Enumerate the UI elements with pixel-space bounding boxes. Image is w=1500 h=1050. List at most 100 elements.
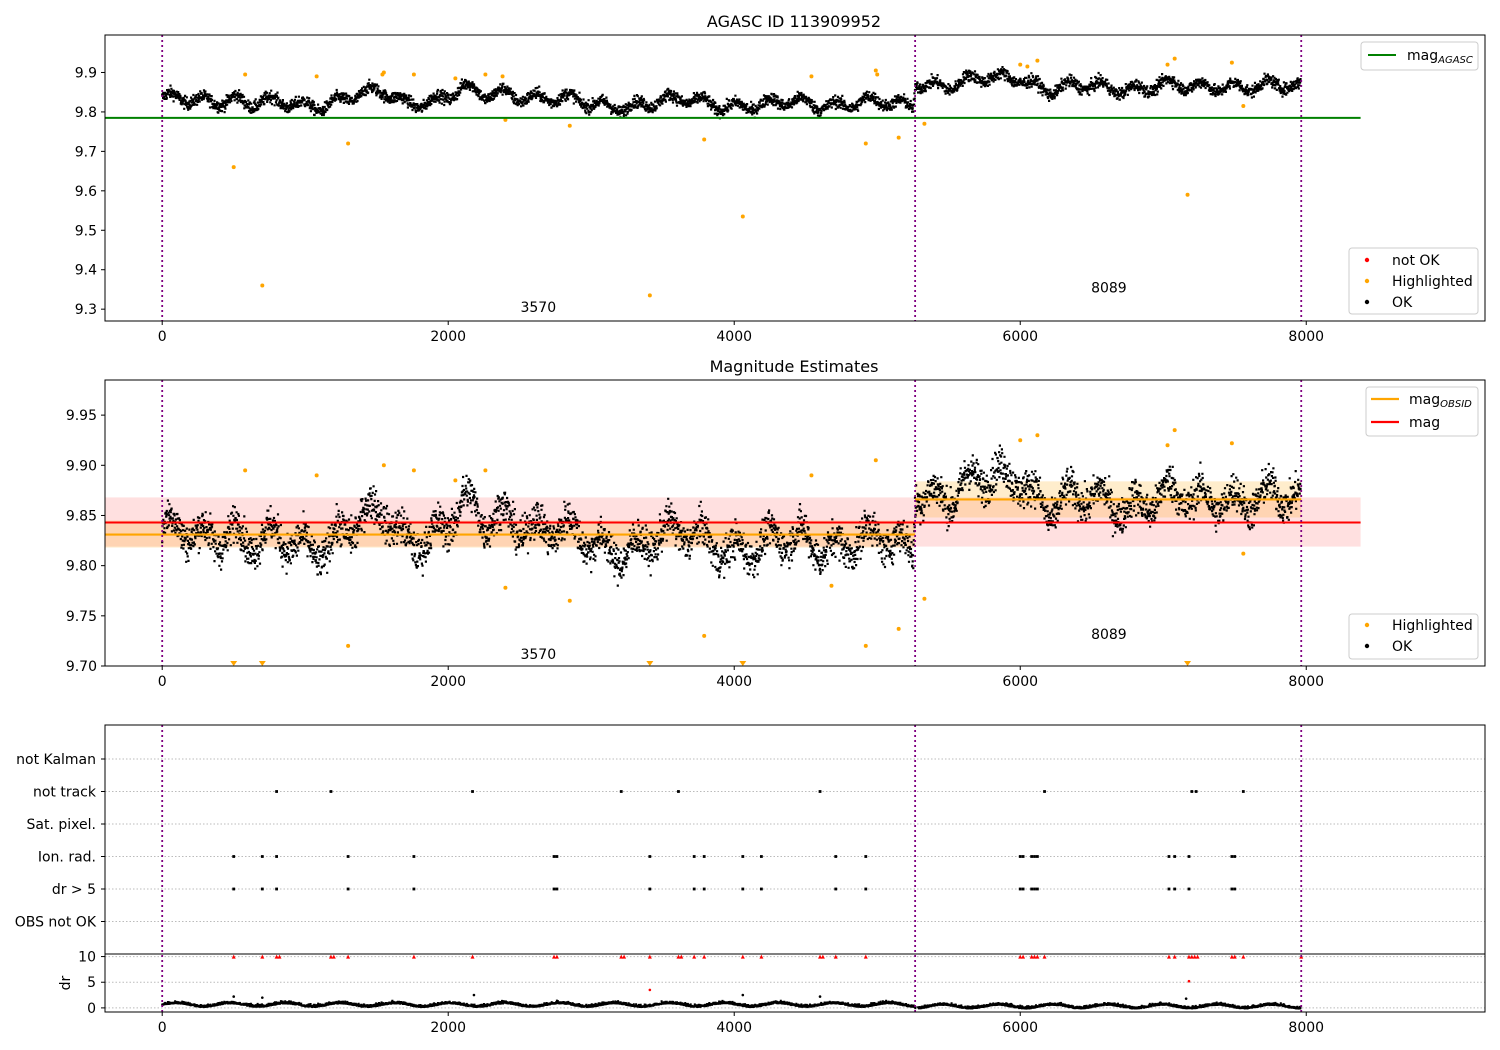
dr-clipped-marker bbox=[554, 954, 559, 959]
highlighted-point bbox=[922, 596, 927, 601]
highlighted-point bbox=[896, 135, 901, 140]
flag-marker bbox=[412, 887, 416, 891]
p1-ytick-label: 9.6 bbox=[75, 184, 97, 200]
dr-clipped-marker bbox=[676, 954, 681, 959]
dr-axis-label: dr bbox=[58, 975, 74, 990]
obsid-label: 8089 bbox=[1091, 627, 1127, 643]
ok-points bbox=[161, 444, 1302, 587]
highlighted-point bbox=[1018, 438, 1023, 443]
flag-marker bbox=[232, 855, 236, 858]
dr-clipped-marker bbox=[679, 954, 684, 959]
flag-marker bbox=[552, 855, 556, 858]
legend-frame bbox=[1348, 247, 1479, 315]
flag-marker bbox=[346, 887, 350, 891]
highlighted-point bbox=[1018, 62, 1023, 67]
highlighted-point bbox=[875, 72, 880, 77]
dr-clipped-marker bbox=[1166, 954, 1171, 959]
flag-marker bbox=[1233, 887, 1237, 891]
dr-clipped-marker bbox=[759, 954, 764, 959]
flag-marker bbox=[1187, 887, 1191, 891]
flag-marker bbox=[1035, 855, 1039, 858]
p3-xtick-label: 4000 bbox=[716, 1020, 752, 1036]
highlighted-point bbox=[567, 123, 572, 128]
highlighted-point bbox=[1165, 62, 1170, 67]
clipped-point-marker bbox=[258, 661, 266, 666]
p2-xtick-label: 0 bbox=[158, 674, 167, 690]
flag-row-label: Ion. rad. bbox=[38, 850, 96, 866]
flag-marker bbox=[1194, 790, 1198, 793]
dr-points bbox=[161, 999, 1302, 1010]
flag-marker bbox=[834, 887, 838, 891]
flag-marker bbox=[677, 790, 680, 793]
dr-clipped-marker bbox=[1042, 954, 1047, 959]
flag-marker bbox=[329, 790, 333, 793]
highlighted-point bbox=[873, 458, 878, 463]
dr-clipped-marker bbox=[1189, 954, 1194, 959]
estimates-plot-frame bbox=[104, 379, 1486, 667]
dr-clipped-marker bbox=[411, 954, 416, 959]
flag-marker bbox=[275, 855, 279, 858]
flag-marker bbox=[1230, 887, 1234, 891]
p1-xtick-label: 0 bbox=[158, 329, 167, 345]
flag-marker bbox=[1035, 887, 1039, 891]
highlighted-point bbox=[243, 468, 248, 473]
p3-xtick-label: 2000 bbox=[430, 1020, 466, 1036]
highlighted-point bbox=[314, 74, 319, 79]
flag-marker bbox=[759, 855, 763, 858]
p1-xtick-label: 2000 bbox=[430, 329, 466, 345]
p2-xtick-label: 6000 bbox=[1002, 674, 1038, 690]
highlighted-point bbox=[1165, 443, 1170, 448]
dr-clipped-marker bbox=[1232, 954, 1237, 959]
highlighted-point bbox=[1172, 56, 1177, 61]
p2-ytick-label: 9.70 bbox=[66, 659, 97, 675]
flag-row-label: OBS not OK bbox=[15, 915, 97, 931]
highlighted-point bbox=[1035, 433, 1040, 438]
dr-clipped-marker bbox=[647, 954, 652, 959]
flag-marker bbox=[555, 887, 559, 891]
dr-clipped-marker bbox=[274, 954, 279, 959]
dr-ytick-label: 5 bbox=[87, 975, 96, 991]
flag-marker bbox=[1030, 887, 1034, 891]
dr-clipped-marker bbox=[277, 954, 282, 959]
dr-clipped-marker bbox=[1192, 954, 1197, 959]
p1-xtick-label: 4000 bbox=[716, 329, 752, 345]
flag-marker bbox=[864, 855, 868, 858]
dr-clipped-marker bbox=[702, 954, 707, 959]
highlighted-point bbox=[411, 468, 416, 473]
agasc-magnitude-panel: AGASC ID 113909952 3570 8089 0 2000 4000 600… bbox=[75, 12, 1486, 345]
clipped-point-marker bbox=[739, 661, 747, 666]
flag-row-label: not track bbox=[33, 785, 97, 801]
obsid-label: 3570 bbox=[520, 300, 556, 316]
agasc-plot-frame bbox=[104, 34, 1486, 322]
highlighted-point bbox=[1229, 60, 1234, 65]
flag-marker bbox=[275, 790, 279, 793]
legend-frame bbox=[1360, 41, 1479, 71]
highlighted-point bbox=[381, 463, 386, 468]
flag-marker bbox=[1190, 790, 1194, 793]
dr-clipped-marker bbox=[740, 954, 745, 959]
dr-clipped-marker bbox=[1032, 954, 1037, 959]
highlighted-point bbox=[1025, 64, 1030, 69]
p1-ytick-label: 9.9 bbox=[75, 65, 97, 81]
highlighted-point bbox=[873, 68, 878, 73]
p3-xtick-label: 0 bbox=[158, 1020, 167, 1036]
highlighted-point bbox=[1035, 58, 1040, 63]
dr-outlier bbox=[741, 993, 745, 997]
legend-label: not OK bbox=[1392, 253, 1440, 269]
dr-clipped-marker bbox=[820, 954, 825, 959]
highlighted-point bbox=[740, 214, 745, 219]
highlighted-point bbox=[922, 121, 927, 126]
flag-marker bbox=[1173, 855, 1177, 858]
dr-ytick-label: 0 bbox=[87, 1001, 96, 1017]
p3-xtick-label: 6000 bbox=[1002, 1020, 1038, 1036]
legend-marker bbox=[1364, 643, 1370, 649]
dr-outlier bbox=[472, 993, 476, 997]
flag-marker bbox=[702, 887, 706, 891]
flag-marker bbox=[1033, 887, 1036, 891]
flags-panel: not Kalman not track Sat. pixel. Ion. rad. d… bbox=[15, 724, 1486, 1036]
highlighted-point bbox=[647, 293, 652, 298]
dr-clipped-marker bbox=[692, 954, 697, 959]
highlighted-point bbox=[483, 468, 488, 473]
flag-marker bbox=[1021, 855, 1025, 858]
